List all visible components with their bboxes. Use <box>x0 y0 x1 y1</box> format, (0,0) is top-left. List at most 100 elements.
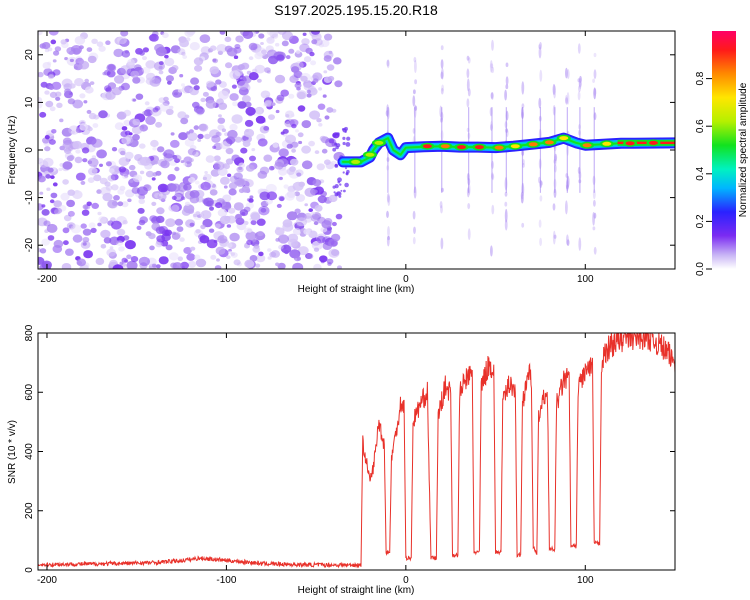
noise-blob <box>321 148 328 154</box>
noise-blob <box>260 207 267 213</box>
smear-blob <box>538 97 542 109</box>
smear-blob <box>490 245 493 257</box>
noise-blob <box>111 147 118 152</box>
noise-blob <box>64 88 72 95</box>
smear-blob <box>490 63 494 69</box>
noise-blob <box>138 198 145 204</box>
noise-blob <box>66 199 75 208</box>
noise-blob <box>289 166 296 172</box>
noise-blob <box>130 256 139 263</box>
noise-blob <box>333 57 342 65</box>
noise-blob <box>244 259 255 268</box>
spectrogram-y-ticks: -20 -10 0 10 20 <box>24 49 675 252</box>
noise-blob <box>67 98 76 105</box>
smear-blob <box>593 69 597 80</box>
noise-blob <box>318 87 323 91</box>
noise-blob <box>92 123 99 128</box>
noise-blob <box>120 150 126 156</box>
smear-blob <box>521 222 525 228</box>
smear-blob <box>387 195 391 207</box>
noise-blob <box>234 214 242 221</box>
noise-blob <box>211 135 221 143</box>
noise-blob <box>194 65 203 72</box>
noise-blob <box>48 31 59 36</box>
noise-blob <box>291 141 299 148</box>
noise-blob <box>318 123 323 127</box>
noise-blob <box>88 222 96 229</box>
noise-blob <box>139 50 145 56</box>
noise-blob <box>292 262 304 269</box>
noise-blob <box>226 255 231 259</box>
smear-blob <box>539 69 543 82</box>
colorbar-tick-label: 0.0 <box>695 262 706 276</box>
noise-blob <box>180 117 189 125</box>
noise-blob <box>310 31 321 35</box>
spectral-peaks <box>348 134 661 166</box>
noise-blob <box>272 143 279 148</box>
noise-blob <box>331 249 340 256</box>
noise-blob <box>275 42 280 47</box>
smear-blob <box>593 87 597 100</box>
noise-blob <box>107 199 118 209</box>
spur-blob <box>333 191 336 194</box>
noise-blob <box>50 207 59 215</box>
noise-blob <box>65 248 74 256</box>
noise-blob <box>195 106 205 115</box>
noise-blob <box>74 36 86 45</box>
noise-blob <box>337 265 342 269</box>
smear-blob <box>552 203 556 211</box>
noise-blob <box>209 66 220 75</box>
noise-blob <box>145 60 156 69</box>
y-tick-label: 800 <box>24 324 35 341</box>
noise-blob <box>297 105 306 112</box>
noise-blob <box>203 173 212 181</box>
noise-blob <box>215 223 221 229</box>
noise-blob <box>181 83 185 87</box>
noise-blob <box>249 195 254 199</box>
noise-blob <box>90 227 97 233</box>
noise-blob <box>120 131 128 137</box>
noise-blob <box>283 184 289 189</box>
smear-blob <box>593 212 597 219</box>
noise-blob <box>137 207 145 214</box>
noise-blob <box>301 160 313 170</box>
noise-blob <box>279 176 283 180</box>
noise-blob <box>312 179 322 187</box>
noise-blob <box>227 207 236 214</box>
noise-blob <box>89 81 95 85</box>
noise-blob <box>280 131 285 135</box>
noise-blob <box>256 218 266 226</box>
spur-blob <box>346 136 351 141</box>
smear-blob <box>566 239 570 247</box>
noise-blob <box>269 31 279 38</box>
noise-blob <box>155 170 162 176</box>
noise-blob <box>130 70 140 79</box>
noise-blob <box>111 220 122 230</box>
spur-blob <box>344 182 349 188</box>
noise-blob <box>242 31 254 39</box>
smear-blob <box>466 78 470 92</box>
smear-blob <box>414 79 417 85</box>
noise-blob <box>240 147 248 154</box>
noise-blob <box>267 256 272 260</box>
spur-blob <box>333 133 337 137</box>
colorbar-tick-label: 0.6 <box>695 119 706 133</box>
noise-blob <box>224 36 232 43</box>
noise-blob <box>87 55 97 64</box>
noise-blob <box>74 156 83 164</box>
noise-blob <box>334 80 343 88</box>
noise-blob <box>158 256 169 265</box>
noise-blob <box>205 99 217 109</box>
noise-blob <box>241 95 251 103</box>
noise-blob <box>190 246 196 251</box>
noise-blob <box>243 128 255 138</box>
noise-blob <box>193 125 199 130</box>
noise-blob <box>64 57 68 61</box>
noise-blob <box>111 87 122 96</box>
noise-blob <box>187 260 197 268</box>
noise-blob <box>38 175 46 183</box>
noise-blob <box>210 254 217 260</box>
noise-blob <box>250 220 257 226</box>
noise-blob <box>44 90 50 95</box>
